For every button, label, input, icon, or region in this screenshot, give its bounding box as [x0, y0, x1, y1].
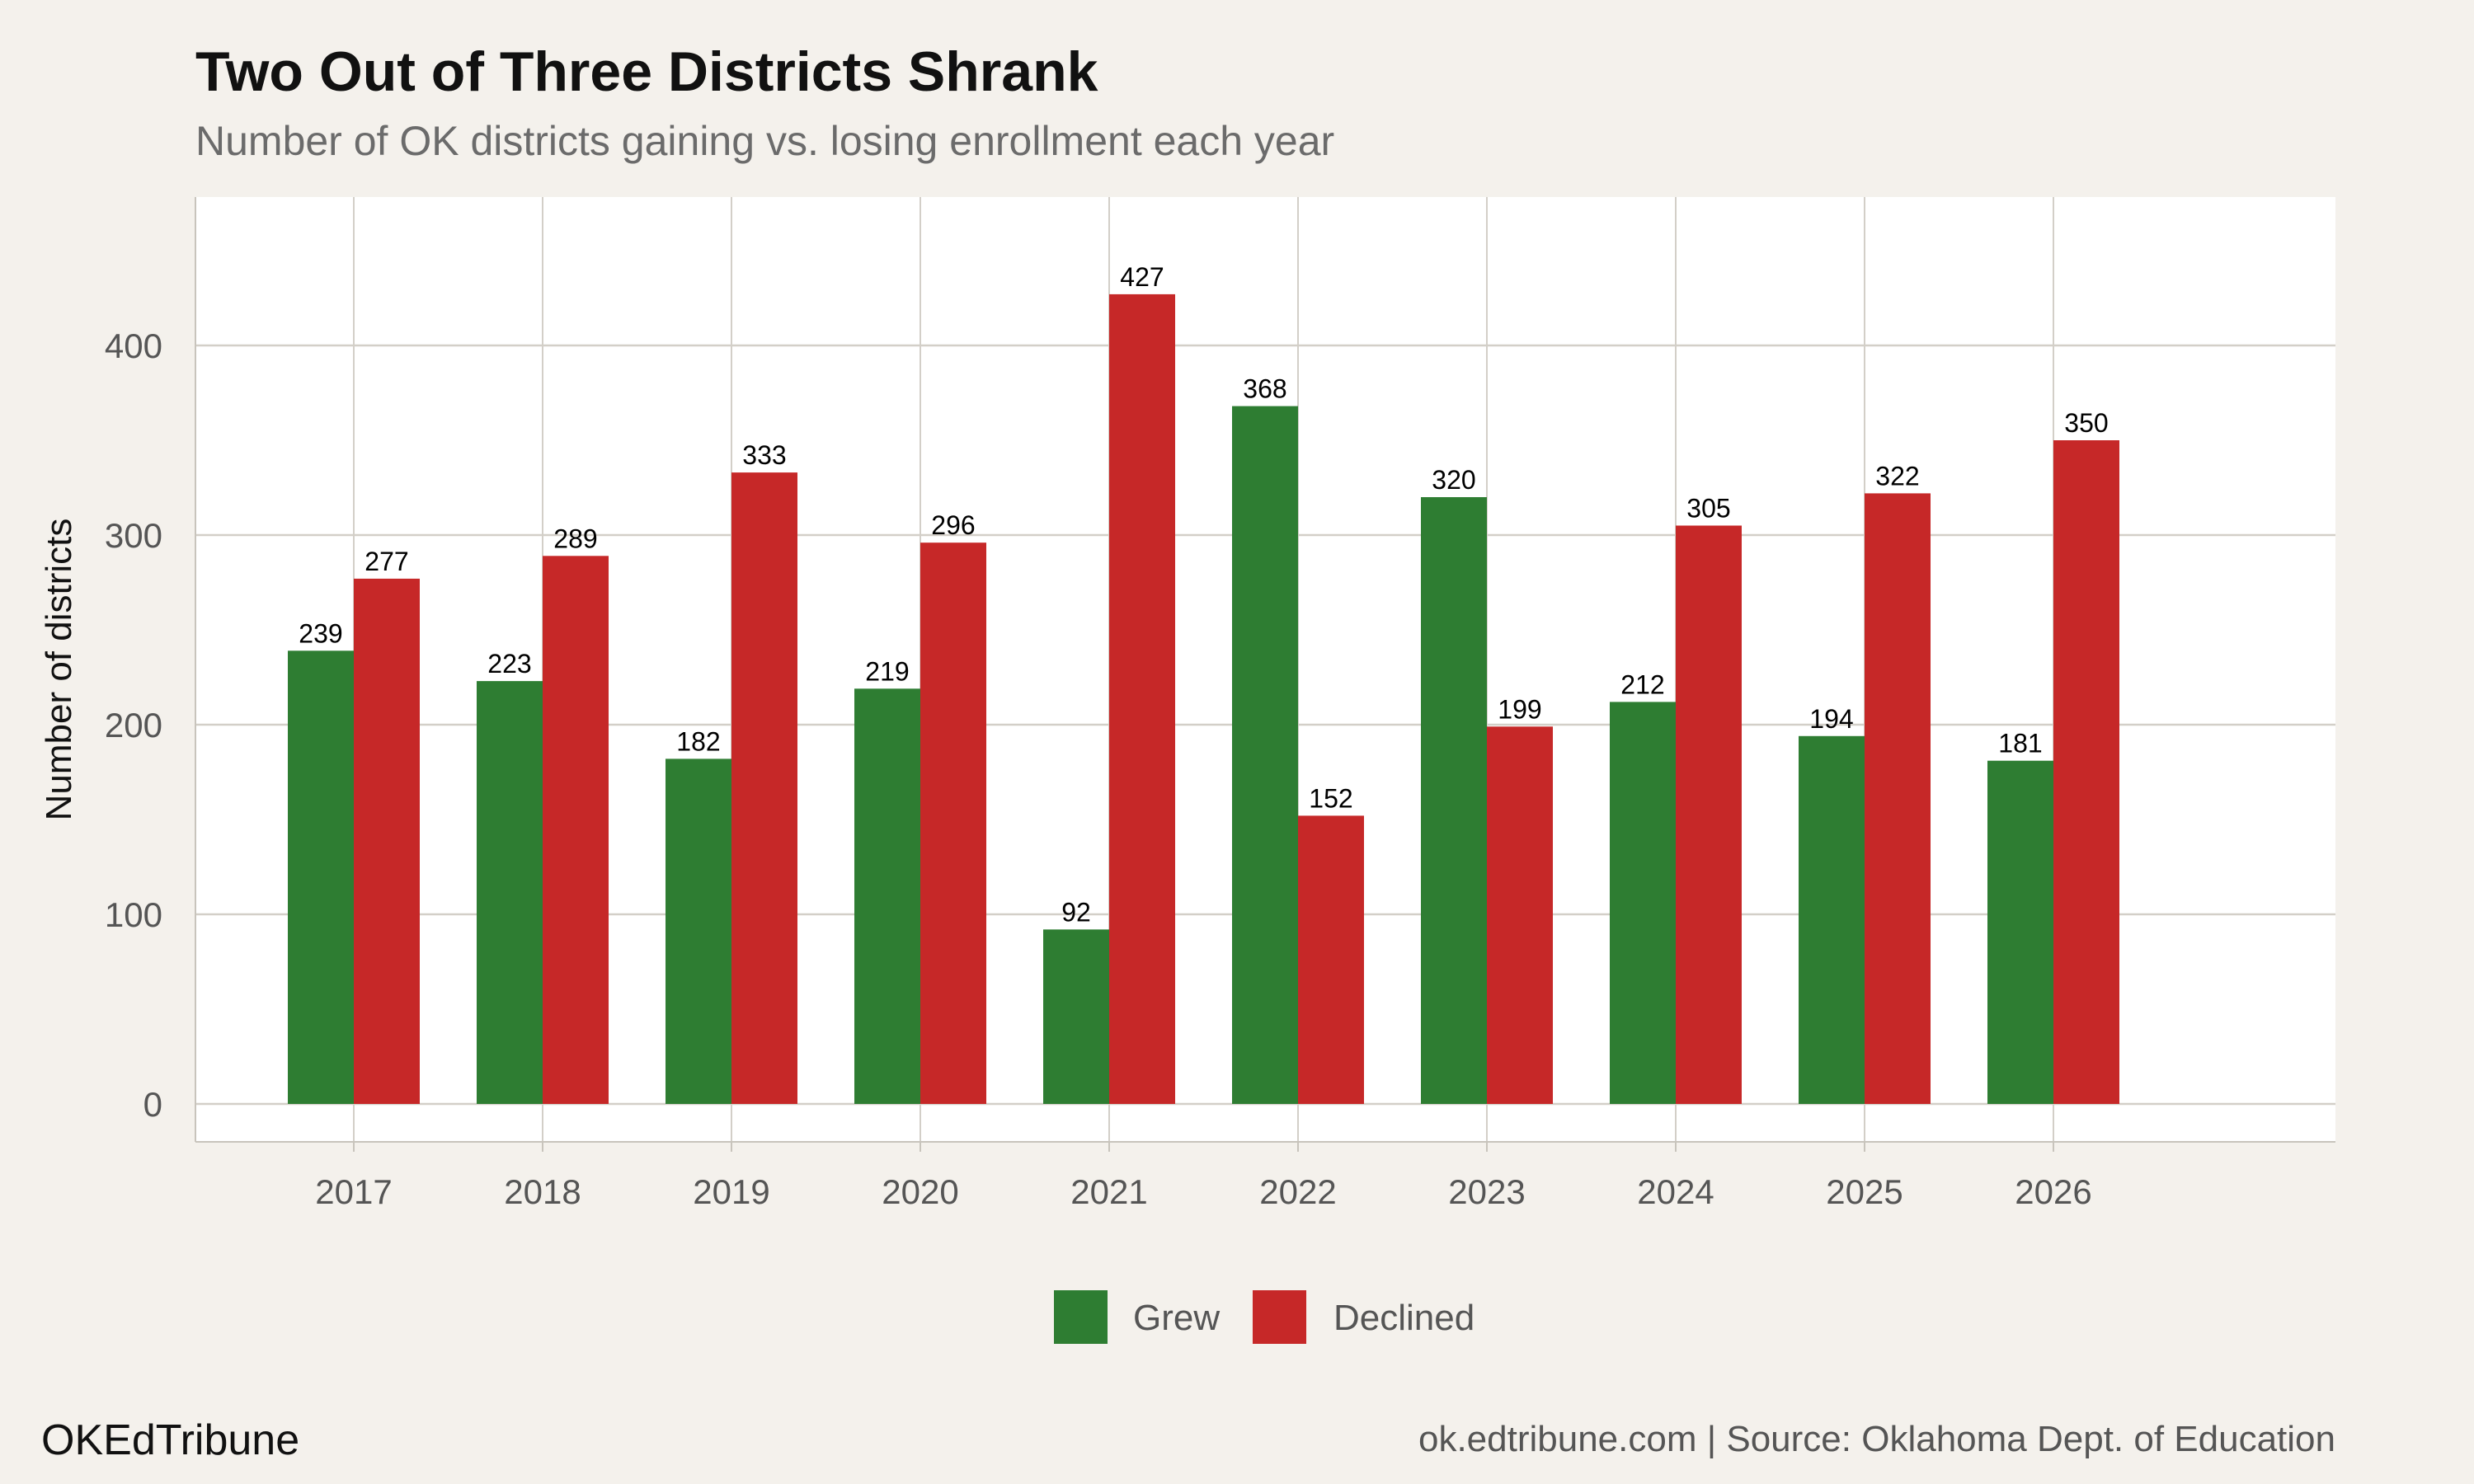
bar-grew-2021 [1043, 929, 1109, 1104]
data-label: 223 [487, 649, 531, 679]
x-tick-label: 2024 [1637, 1172, 1714, 1211]
x-tick-label: 2026 [2015, 1172, 2091, 1211]
x-tick-label: 2017 [315, 1172, 392, 1211]
data-labels: 239 277 223 289 182 333 219 296 92 427 368 152 320 19… [299, 262, 2108, 928]
data-label: 289 [553, 524, 597, 553]
data-label: 277 [365, 547, 408, 576]
legend: Grew Declined [1054, 1290, 1475, 1344]
data-label: 92 [1061, 897, 1091, 927]
bar-declined-2019 [731, 472, 797, 1104]
footer-brand: OKEdTribune [41, 1416, 299, 1464]
x-tick-labels: 2017 2018 2019 2020 2021 2022 2023 2024 2025 2026 [315, 1142, 2092, 1211]
data-label: 350 [2064, 408, 2108, 438]
legend-swatch-grew [1054, 1290, 1108, 1344]
x-tick-label: 2023 [1448, 1172, 1525, 1211]
x-tick-label: 2022 [1259, 1172, 1336, 1211]
chart-subtitle: Number of OK districts gaining vs. losin… [195, 118, 1334, 164]
chart-title: Two Out of Three Districts Shrank [195, 40, 1098, 103]
bar-declined-2024 [1676, 525, 1742, 1104]
bar-grew-2017 [288, 650, 354, 1104]
footer-source: ok.edtribune.com | Source: Oklahoma Dept… [1418, 1419, 2335, 1459]
y-axis-label: Number of districts [39, 519, 79, 821]
data-label: 182 [676, 726, 720, 756]
data-label: 333 [742, 440, 786, 470]
y-tick-label: 0 [143, 1085, 162, 1124]
y-tick-label: 100 [105, 895, 162, 934]
data-label: 199 [1498, 694, 1541, 724]
bar-grew-2022 [1232, 406, 1298, 1105]
data-label: 194 [1809, 704, 1853, 734]
data-label: 427 [1120, 262, 1164, 292]
y-tick-labels: 0 100 200 300 400 [105, 326, 162, 1124]
bar-declined-2017 [354, 578, 420, 1104]
x-tick-label: 2020 [882, 1172, 958, 1211]
data-label: 219 [865, 656, 909, 686]
bar-grew-2024 [1610, 702, 1676, 1104]
bar-declined-2026 [2053, 440, 2119, 1104]
x-tick-label: 2021 [1070, 1172, 1147, 1211]
bar-declined-2025 [1865, 493, 1931, 1104]
y-tick-label: 400 [105, 326, 162, 365]
data-label: 322 [1875, 461, 1919, 491]
bar-declined-2022 [1298, 815, 1364, 1104]
data-label: 212 [1620, 669, 1664, 699]
bar-grew-2018 [477, 681, 543, 1104]
data-label: 368 [1243, 374, 1286, 404]
data-label: 239 [299, 618, 342, 648]
data-label: 152 [1309, 783, 1352, 813]
x-tick-label: 2019 [693, 1172, 769, 1211]
data-label: 305 [1686, 494, 1730, 524]
data-label: 320 [1432, 465, 1475, 495]
y-tick-label: 300 [105, 516, 162, 555]
legend-label-declined: Declined [1333, 1298, 1475, 1338]
legend-swatch-declined [1253, 1290, 1306, 1344]
bar-grew-2019 [666, 758, 731, 1104]
bar-grew-2023 [1421, 497, 1487, 1104]
data-label: 296 [931, 510, 975, 540]
bars [288, 294, 2119, 1105]
bar-declined-2020 [920, 542, 986, 1104]
bar-grew-2026 [1987, 760, 2053, 1104]
legend-label-grew: Grew [1133, 1298, 1220, 1338]
data-label: 181 [1998, 729, 2042, 758]
bar-declined-2021 [1109, 294, 1175, 1104]
bar-grew-2025 [1799, 735, 1865, 1104]
y-tick-label: 200 [105, 706, 162, 744]
x-tick-label: 2018 [504, 1172, 581, 1211]
bar-grew-2020 [854, 688, 920, 1104]
bar-declined-2018 [543, 556, 609, 1104]
x-tick-label: 2025 [1826, 1172, 1903, 1211]
bar-declined-2023 [1487, 726, 1553, 1104]
